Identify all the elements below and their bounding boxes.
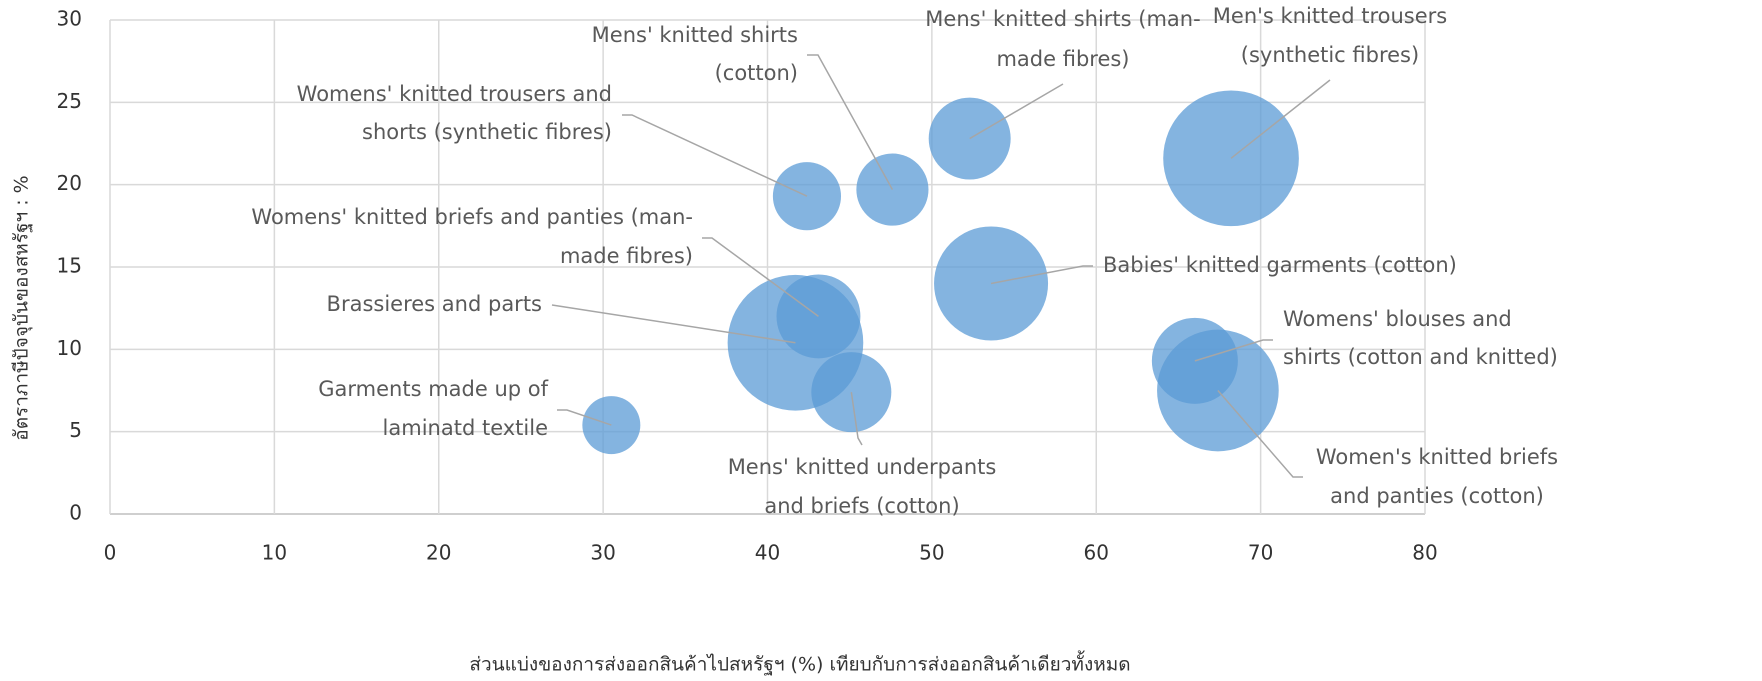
leader-line xyxy=(807,54,894,190)
x-tick-label: 70 xyxy=(1248,541,1273,565)
data-label: Mens' knitted shirts (man- xyxy=(925,7,1200,31)
data-label: Women's knitted briefs xyxy=(1316,445,1558,469)
data-label: (cotton) xyxy=(715,61,798,85)
leader-line xyxy=(1230,79,1331,159)
leader-line xyxy=(1217,390,1303,478)
y-tick-label: 10 xyxy=(57,336,82,360)
x-axis-label: ส่วนแบ่งของการส่งออกสินค้าไปสหรัฐฯ (%) เ… xyxy=(469,651,1130,676)
data-label: made fibres) xyxy=(996,47,1129,71)
x-tick-label: 10 xyxy=(262,541,287,565)
bubble xyxy=(1163,90,1299,227)
data-label: shorts (synthetic fibres) xyxy=(362,120,612,144)
data-label: laminatd textile xyxy=(383,416,548,440)
y-tick-label: 25 xyxy=(57,89,82,113)
y-tick-label: 20 xyxy=(57,171,82,195)
bubble xyxy=(856,153,929,226)
data-label: Mens' knitted underpants xyxy=(728,455,997,479)
data-label: (synthetic fibres) xyxy=(1241,43,1419,67)
data-label: Garments made up of xyxy=(318,377,548,401)
leader-line xyxy=(1194,339,1273,362)
data-label: Womens' blouses and xyxy=(1283,307,1512,331)
x-tick-label: 40 xyxy=(755,541,780,565)
data-label: shirts (cotton and knitted) xyxy=(1283,345,1558,369)
leader-line xyxy=(557,409,612,426)
y-tick-label: 15 xyxy=(57,254,82,278)
leader-line xyxy=(702,237,819,318)
data-label: Brassieres and parts xyxy=(327,292,542,316)
data-label: and briefs (cotton) xyxy=(764,494,959,518)
data-label: Womens' knitted trousers and xyxy=(297,82,612,106)
bubble xyxy=(934,226,1049,341)
leader-line xyxy=(969,83,1064,140)
x-tick-label: 50 xyxy=(919,541,944,565)
y-tick-label: 30 xyxy=(57,7,82,31)
data-label: Men's knitted trousers xyxy=(1213,4,1447,28)
leader-line xyxy=(551,304,796,344)
bubble xyxy=(776,274,861,359)
data-label: and panties (cotton) xyxy=(1330,484,1544,508)
y-tick-label: 5 xyxy=(69,418,82,442)
data-label: Womens' knitted briefs and panties (man- xyxy=(251,205,693,229)
x-tick-label: 20 xyxy=(426,541,451,565)
y-axis-label: อัตราภาษีปัจจุบันของสหรัฐฯ : % xyxy=(11,175,34,440)
y-tick-label: 0 xyxy=(69,501,82,525)
leader-line xyxy=(990,265,1093,285)
leader-line xyxy=(850,392,863,446)
data-label: Babies' knitted garments (cotton) xyxy=(1103,253,1457,277)
x-tick-label: 0 xyxy=(104,541,117,565)
x-tick-label: 80 xyxy=(1412,541,1437,565)
x-tick-label: 60 xyxy=(1084,541,1109,565)
data-label: made fibres) xyxy=(560,244,693,268)
leader-line xyxy=(622,114,808,197)
data-label: Mens' knitted shirts xyxy=(592,23,798,47)
x-tick-label: 30 xyxy=(590,541,615,565)
